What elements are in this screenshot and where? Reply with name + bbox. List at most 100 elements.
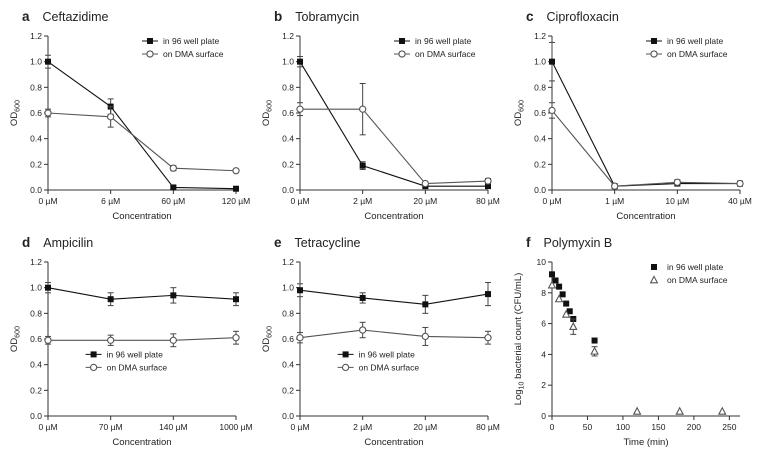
svg-text:6 µM: 6 µM [101,196,120,206]
panel-title-e: Tetracycline [294,236,361,250]
panel-letter-a: a [22,9,30,24]
svg-text:1000 µM: 1000 µM [219,422,252,432]
svg-text:1.0: 1.0 [282,57,294,67]
svg-text:OD600: OD600 [261,100,274,126]
svg-text:1.2: 1.2 [30,257,42,267]
svg-text:250: 250 [722,422,736,432]
panel-c: c Ciprofloxacin 0.0 0.2 0.4 0.6 0.8 1.0 1.2 0 µM… [510,6,762,232]
svg-text:8: 8 [541,288,546,298]
panel-d: d Ampicilin 0.0 0.2 0.4 0.6 0.8 1.0 1.2 0 µM 70 µ… [6,232,258,458]
svg-text:0.6: 0.6 [282,108,294,118]
svg-text:0 µM: 0 µM [542,196,561,206]
panel-title-c: Ciprofloxacin [546,10,619,24]
svg-text:0.0: 0.0 [282,185,294,195]
svg-text:1.2: 1.2 [30,31,42,41]
panel-b: b Tobramycin 0.0 0.2 0.4 0.6 0.8 1.0 1.2 0 µM 2 µ… [258,6,510,232]
svg-text:0: 0 [541,411,546,421]
svg-text:20 µM: 20 µM [413,196,437,206]
panel-a: a Ceftazidime 0.0 0.2 0.4 0.6 0.8 1.0 1.2 0 µM 6 … [6,6,258,232]
panel-e-header: e Tetracycline [258,232,510,252]
panel-letter-d: d [22,235,31,250]
svg-text:4: 4 [541,349,546,359]
svg-text:0.6: 0.6 [30,334,42,344]
svg-text:60 µM: 60 µM [161,196,185,206]
svg-text:0.6: 0.6 [282,334,294,344]
svg-text:70 µM: 70 µM [99,422,123,432]
svg-text:0 µM: 0 µM [38,196,57,206]
svg-text:0.0: 0.0 [282,411,294,421]
svg-text:1.2: 1.2 [534,31,546,41]
svg-text:1.0: 1.0 [282,283,294,293]
svg-text:0.2: 0.2 [282,159,294,169]
svg-text:OD600: OD600 [9,100,22,126]
svg-text:6: 6 [541,319,546,329]
svg-text:0 µM: 0 µM [290,422,309,432]
svg-text:140 µM: 140 µM [159,422,188,432]
panel-e: e Tetracycline 0.0 0.2 0.4 0.6 0.8 1.0 1.2 0 µM 2… [258,232,510,458]
svg-text:40 µM: 40 µM [728,196,752,206]
svg-text:0.6: 0.6 [534,108,546,118]
svg-text:0.8: 0.8 [30,308,42,318]
svg-text:in 96 well plate: in 96 well plate [107,349,164,359]
svg-text:0.2: 0.2 [30,159,42,169]
svg-text:0 µM: 0 µM [38,422,57,432]
chart-ampicilin: 0.0 0.2 0.4 0.6 0.8 1.0 1.2 0 µM 70 µM 140 µM 1000… [9,257,253,448]
svg-text:0.2: 0.2 [282,385,294,395]
svg-text:0.6: 0.6 [30,108,42,118]
svg-text:0.2: 0.2 [534,159,546,169]
panel-letter-f: f [526,235,531,250]
svg-text:10: 10 [537,257,547,267]
svg-text:120 µM: 120 µM [222,196,251,206]
svg-text:in 96 well plate: in 96 well plate [415,36,472,46]
svg-text:0.4: 0.4 [282,360,294,370]
svg-text:in 96 well plate: in 96 well plate [163,36,220,46]
svg-text:0.0: 0.0 [30,411,42,421]
svg-text:in 96 well plate: in 96 well plate [667,262,724,272]
svg-text:on DMA surface: on DMA surface [667,49,728,59]
svg-text:1.2: 1.2 [282,31,294,41]
panel-d-header: d Ampicilin [6,232,258,252]
svg-text:Concentration: Concentration [616,211,675,222]
chart-tobramycin: 0.0 0.2 0.4 0.6 0.8 1.0 1.2 0 µM 2 µM 20 µM 80 µM C… [261,31,500,222]
svg-text:in 96 well plate: in 96 well plate [667,36,724,46]
svg-text:0.4: 0.4 [30,360,42,370]
svg-text:OD600: OD600 [513,100,526,126]
svg-text:0.8: 0.8 [282,308,294,318]
svg-text:0.4: 0.4 [534,134,546,144]
svg-text:0.8: 0.8 [534,82,546,92]
panel-f: f Polymyxin B 0 2 4 6 8 10 0 50 100 150 200 250 Time … [510,232,762,458]
svg-text:0.8: 0.8 [30,82,42,92]
svg-text:Concentration: Concentration [364,437,423,448]
svg-text:2 µM: 2 µM [353,422,372,432]
svg-text:Log10 bacterial count (CFU/mL): Log10 bacterial count (CFU/mL) [513,273,526,406]
svg-text:0 µM: 0 µM [290,196,309,206]
panel-letter-c: c [526,9,534,24]
panel-title-d: Ampicilin [43,236,94,250]
svg-text:20 µM: 20 µM [413,422,437,432]
svg-text:OD600: OD600 [9,326,22,352]
svg-text:50: 50 [583,422,593,432]
svg-text:80 µM: 80 µM [476,422,500,432]
svg-text:0.8: 0.8 [282,82,294,92]
svg-text:10 µM: 10 µM [665,196,689,206]
svg-text:1.0: 1.0 [30,57,42,67]
svg-text:0.0: 0.0 [534,185,546,195]
svg-text:on DMA surface: on DMA surface [107,362,168,372]
svg-text:100: 100 [616,422,630,432]
svg-text:Time (min): Time (min) [623,437,668,448]
svg-text:80 µM: 80 µM [476,196,500,206]
panel-c-header: c Ciprofloxacin [510,6,762,26]
svg-text:2: 2 [541,380,546,390]
svg-text:in 96 well plate: in 96 well plate [359,349,416,359]
svg-text:2 µM: 2 µM [353,196,372,206]
panel-title-a: Ceftazidime [42,10,109,24]
svg-text:Concentration: Concentration [364,211,423,222]
svg-text:1 µM: 1 µM [605,196,624,206]
svg-text:0: 0 [550,422,555,432]
svg-text:on DMA surface: on DMA surface [415,49,476,59]
svg-text:0.2: 0.2 [30,385,42,395]
panel-b-header: b Tobramycin [258,6,510,26]
svg-text:0.0: 0.0 [30,185,42,195]
svg-text:on DMA surface: on DMA surface [163,49,224,59]
